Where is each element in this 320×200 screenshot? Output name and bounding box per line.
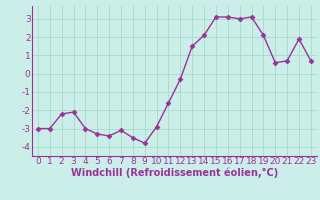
X-axis label: Windchill (Refroidissement éolien,°C): Windchill (Refroidissement éolien,°C) (71, 168, 278, 178)
